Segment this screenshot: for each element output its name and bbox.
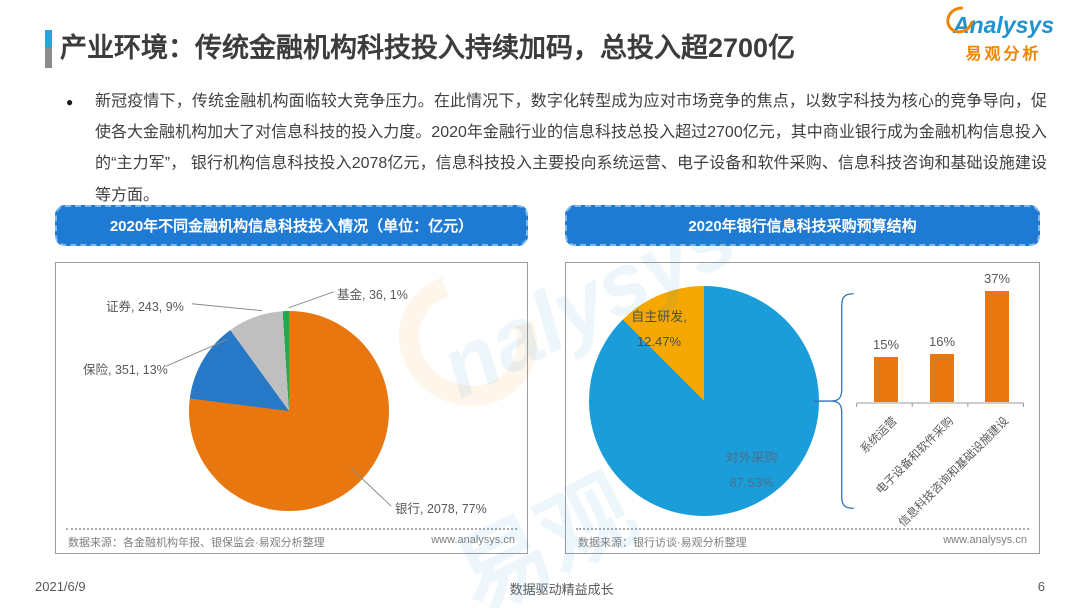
left-chart-title: 2020年不同金融机构信息科技投入情况（单位：亿元） — [55, 205, 528, 246]
bar-category-label: 信息科技咨询和基础设施建设 — [896, 415, 1011, 530]
analysys-logo: Analysys 易观分析 — [941, 1, 1054, 64]
pie-callout-insurance: 保险, 351, 13% — [83, 363, 168, 377]
budget-bar: 15% — [873, 337, 899, 402]
page-title: 产业环境：传统金融机构科技投入持续加码，总投入超2700亿 — [60, 33, 796, 63]
right-chart-title: 2020年银行信息科技采购预算结构 — [565, 205, 1040, 246]
slice-label-inhouse-name: 自主研发, — [631, 309, 687, 324]
title-accent-bar — [45, 30, 52, 68]
summary-text: 新冠疫情下，传统金融机构面临较大竞争压力。在此情况下，数字化转型成为应对市场竞争… — [95, 93, 1047, 204]
source-divider — [576, 528, 1029, 530]
slice-label-inhouse-pct: 12.47% — [636, 333, 682, 349]
source-divider — [66, 528, 517, 530]
slice-label-external: 对外采购 87.53% — [694, 446, 809, 495]
bar-category-label: 系统运营 — [858, 415, 900, 457]
slice-label-external-pct: 87.53% — [729, 474, 774, 490]
source-text: 数据来源：银行访谈·易观分析整理 — [578, 537, 747, 549]
footer-slogan: 数据驱动精益成长 — [509, 582, 614, 597]
source-row: 数据来源：银行访谈·易观分析整理 www.analysys.cn — [578, 534, 1027, 550]
website-link[interactable]: www.analysys.cn — [431, 534, 515, 546]
bar-value-label: 16% — [928, 334, 956, 349]
logo-text-cn: 易观分析 — [965, 46, 1042, 63]
institutions-pie — [189, 311, 389, 511]
website-link[interactable]: www.analysys.cn — [943, 534, 1027, 546]
budget-bar: 37% — [984, 271, 1010, 402]
bar-value-label: 37% — [983, 271, 1011, 286]
pie-callout-fund: 基金, 36, 1% — [337, 288, 408, 302]
procurement-pie — [589, 286, 819, 516]
footer-date: 2021/6/9 — [35, 579, 86, 594]
slice-label-inhouse: 自主研发, 12.47% — [604, 305, 714, 354]
pie-callout-securities: 证券, 243, 9% — [106, 300, 184, 314]
logo-wordmark: Analysys — [941, 1, 1054, 39]
leader-line-securities — [191, 303, 263, 312]
left-chart-panel: 证券, 243, 9% 基金, 36, 1% 保险, 351, 13% 银行, … — [55, 262, 528, 554]
budget-bar: 16% — [929, 334, 955, 402]
footer-page-number: 6 — [1037, 579, 1045, 594]
right-chart-panel: 自主研发, 12.47% 对外采购 87.53% 15% 16% 37% 系统运… — [565, 262, 1040, 554]
bullet-icon: ● — [66, 95, 74, 109]
slide-footer: 2021/6/9 数据驱动精益成长 6 — [0, 579, 1080, 598]
slice-label-external-name: 对外采购 — [725, 450, 778, 465]
curly-brace — [830, 293, 854, 509]
logo-text-en: Analysys — [952, 12, 1054, 38]
pie-callout-bank: 银行, 2078, 77% — [395, 502, 487, 516]
bar-value-label: 15% — [872, 337, 900, 352]
source-text: 数据来源：各金融机构年报、银保监会·易观分析整理 — [68, 537, 325, 549]
source-row: 数据来源：各金融机构年报、银保监会·易观分析整理 www.analysys.cn — [68, 534, 515, 550]
leader-line-fund — [288, 291, 334, 309]
